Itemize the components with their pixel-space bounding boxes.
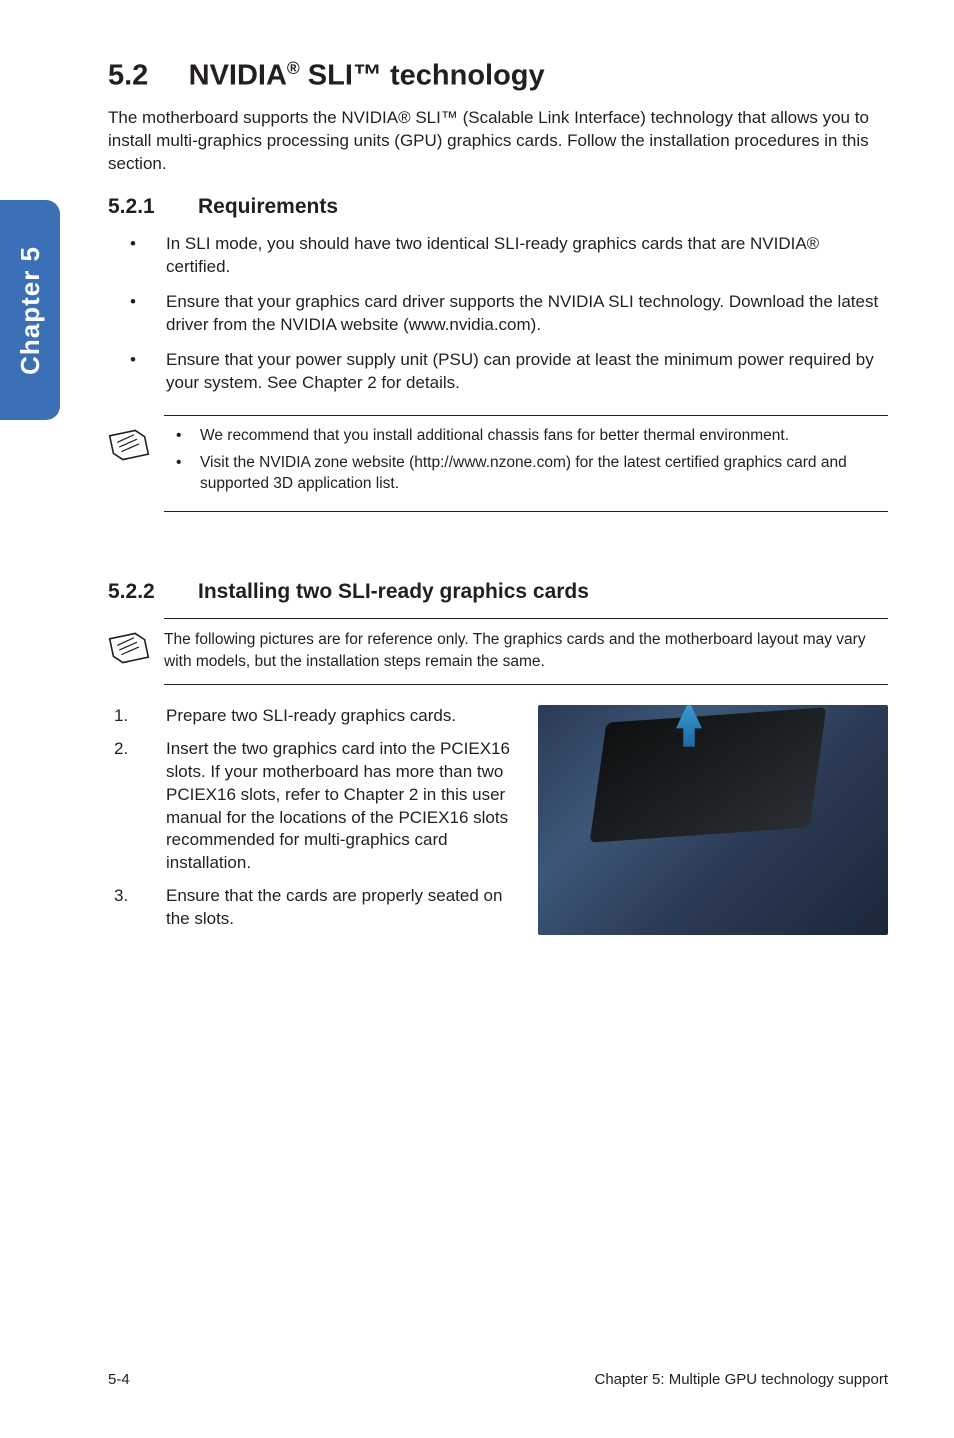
chapter-side-tab-label: Chapter 5: [15, 246, 46, 375]
note-item: We recommend that you install additional…: [164, 426, 888, 447]
footer-chapter-title: Chapter 5: Multiple GPU technology suppo…: [595, 1371, 889, 1388]
section-intro: The motherboard supports the NVIDIA® SLI…: [108, 107, 888, 176]
requirement-item: Ensure that your graphics card driver su…: [108, 291, 888, 337]
note-item: Visit the NVIDIA zone website (http://ww…: [164, 453, 888, 495]
chapter-side-tab: Chapter 5: [0, 200, 60, 420]
note-block-1: We recommend that you install additional…: [164, 415, 888, 512]
install-steps: Prepare two SLI-ready graphics cards. In…: [108, 705, 518, 931]
requirements-list: In SLI mode, you should have two identic…: [108, 233, 888, 395]
steps-and-figure: Prepare two SLI-ready graphics cards. In…: [108, 705, 888, 941]
subsection-1-title: Requirements: [198, 195, 338, 218]
subsection-1-number: 5.2.1: [108, 195, 198, 219]
steps-column: Prepare two SLI-ready graphics cards. In…: [108, 705, 518, 941]
subsection-1-heading: 5.2.1Requirements: [108, 195, 888, 219]
requirement-item: In SLI mode, you should have two identic…: [108, 233, 888, 279]
subsection-2-title: Installing two SLI-ready graphics cards: [198, 580, 589, 603]
note-text: The following pictures are for reference…: [164, 629, 888, 674]
note-icon: [108, 426, 164, 462]
subsection-2-heading: 5.2.2Installing two SLI-ready graphics c…: [108, 580, 888, 604]
figure-column: [538, 705, 888, 935]
requirement-item: Ensure that your power supply unit (PSU)…: [108, 349, 888, 395]
note-block-2: The following pictures are for reference…: [164, 618, 888, 685]
note-icon: [108, 629, 164, 665]
registered-mark: ®: [287, 58, 300, 78]
subsection-2-number: 5.2.2: [108, 580, 198, 604]
note-body: We recommend that you install additional…: [164, 426, 888, 501]
section-title-prefix: NVIDIA: [189, 60, 287, 92]
section-number: 5.2: [108, 60, 148, 92]
footer-page-number: 5-4: [108, 1371, 130, 1388]
install-step: Ensure that the cards are properly seate…: [108, 885, 518, 931]
page-content: 5.2 NVIDIA® SLI™ technology The motherbo…: [108, 58, 888, 941]
motherboard-install-figure: [538, 705, 888, 935]
section-title-rest: SLI™ technology: [300, 60, 545, 92]
page-footer: 5-4 Chapter 5: Multiple GPU technology s…: [108, 1371, 888, 1388]
section-heading: 5.2 NVIDIA® SLI™ technology: [108, 58, 888, 93]
install-step: Insert the two graphics card into the PC…: [108, 738, 518, 876]
install-step: Prepare two SLI-ready graphics cards.: [108, 705, 518, 728]
